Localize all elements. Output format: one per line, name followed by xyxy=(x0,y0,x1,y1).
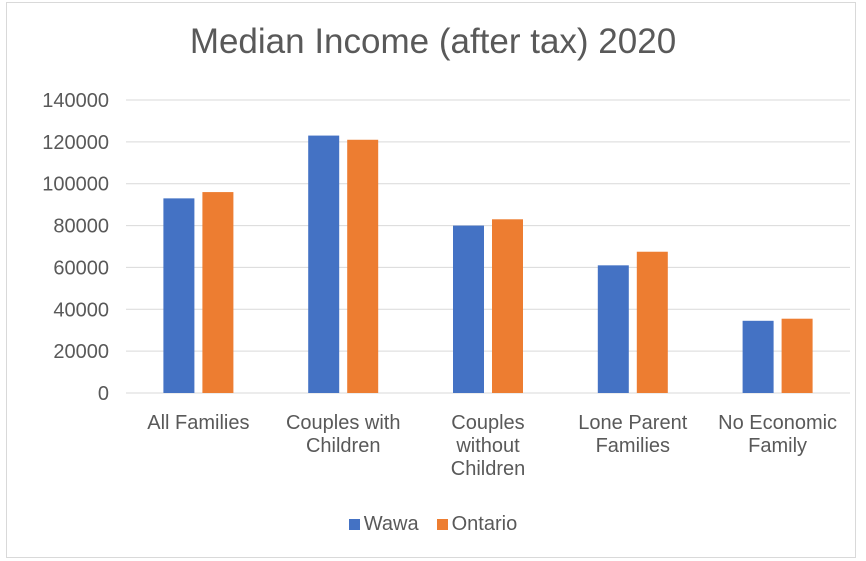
y-tick-label: 0 xyxy=(98,383,109,405)
x-tick-label: All Families xyxy=(147,412,249,434)
chart-title: Median Income (after tax) 2020 xyxy=(189,22,677,61)
bar-wawa xyxy=(308,135,340,394)
bar-wawa xyxy=(453,225,484,393)
legend-item-ontario: Ontario xyxy=(436,513,518,536)
bar-ontario xyxy=(636,251,668,393)
y-axis-ticks: 0 20000 40000 60000 80000 100000 120000 140000 xyxy=(42,90,109,405)
bars xyxy=(163,135,813,394)
chart-frame xyxy=(6,2,856,558)
legend: Wawa Ontario xyxy=(0,513,866,536)
gridlines xyxy=(126,99,850,394)
y-tick-label: 100000 xyxy=(42,174,109,196)
y-tick-label: 40000 xyxy=(53,299,109,321)
bar-wawa xyxy=(742,320,774,393)
y-tick-label: 80000 xyxy=(53,216,109,238)
bar-ontario xyxy=(202,192,234,393)
y-tick-label: 140000 xyxy=(42,90,109,112)
bar-ontario xyxy=(347,139,379,393)
y-tick-label: 60000 xyxy=(53,257,109,279)
legend-swatch-wawa xyxy=(348,519,360,530)
x-tick-label: Couples without Children xyxy=(451,412,525,480)
legend-label-ontario: Ontario xyxy=(451,513,518,535)
x-tick-label: Lone Parent Families xyxy=(578,412,687,457)
legend-item-wawa: Wawa xyxy=(348,513,419,536)
legend-label-wawa: Wawa xyxy=(363,513,419,535)
bar-ontario xyxy=(492,219,523,393)
bar-wawa xyxy=(163,198,195,393)
x-tick-label: No Economic Family xyxy=(718,412,837,457)
x-axis-ticks: All Families Couples with Children Couples w… xyxy=(147,412,837,480)
bar-wawa xyxy=(597,265,629,393)
x-tick-label: Couples with Children xyxy=(286,412,401,457)
y-tick-label: 20000 xyxy=(53,341,109,363)
y-tick-label: 120000 xyxy=(42,132,109,154)
legend-swatch-ontario xyxy=(436,519,448,530)
bar-ontario xyxy=(781,318,813,393)
